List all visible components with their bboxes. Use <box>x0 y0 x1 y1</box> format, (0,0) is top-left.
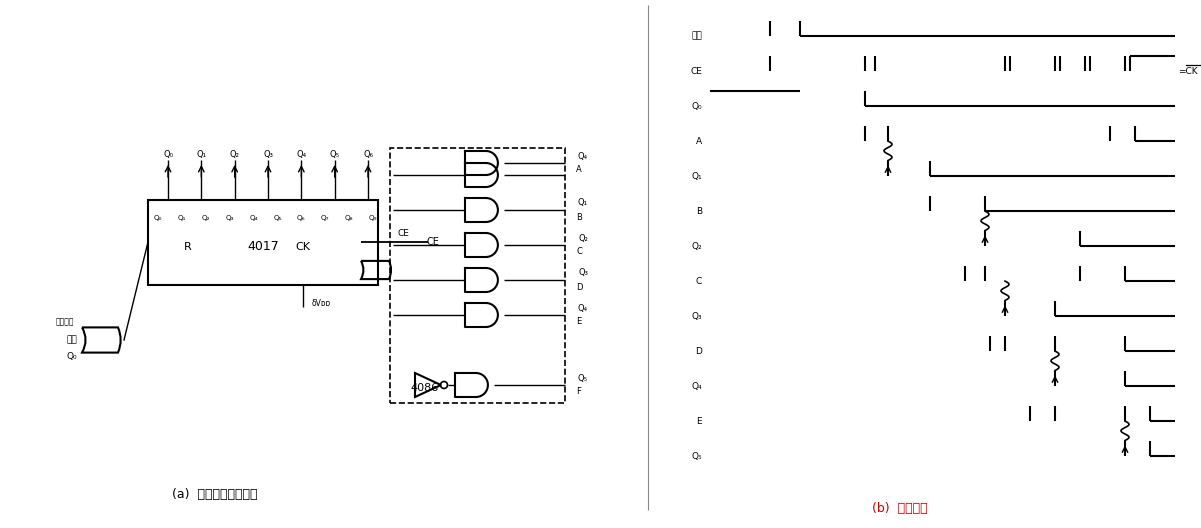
Text: =CK: =CK <box>1178 67 1197 76</box>
Text: F: F <box>576 388 581 397</box>
Text: CE: CE <box>398 230 408 239</box>
Text: Q₂: Q₂ <box>202 215 210 221</box>
Text: 4017: 4017 <box>247 240 279 253</box>
Text: A: A <box>576 165 581 174</box>
Text: Q₃: Q₃ <box>263 150 273 159</box>
Text: R: R <box>184 242 192 252</box>
Text: (a)  非同步计数器电路: (a) 非同步计数器电路 <box>172 488 258 502</box>
Text: Q₈: Q₈ <box>345 215 353 221</box>
Text: Q₀: Q₀ <box>67 352 77 361</box>
Bar <box>148 200 378 285</box>
Text: δVᴅᴅ: δVᴅᴅ <box>311 298 330 307</box>
Bar <box>390 148 564 403</box>
Text: Q₀: Q₀ <box>163 150 173 159</box>
Text: Q₂: Q₂ <box>229 150 240 159</box>
Text: Q₅: Q₅ <box>329 150 340 159</box>
Text: (b)  信号波形: (b) 信号波形 <box>872 502 928 514</box>
Text: Q₁: Q₁ <box>196 150 207 159</box>
Text: D: D <box>695 346 703 355</box>
Text: Q₃: Q₃ <box>578 269 588 278</box>
Text: Q₀: Q₀ <box>154 215 162 221</box>
Text: Q₄: Q₄ <box>692 382 703 391</box>
Text: Q₅: Q₅ <box>273 215 282 221</box>
Text: Q₆: Q₆ <box>363 150 374 159</box>
Text: Q₄: Q₄ <box>578 304 588 313</box>
Text: Q₅: Q₅ <box>692 451 703 460</box>
Text: CE: CE <box>426 237 440 247</box>
Text: D: D <box>575 282 582 291</box>
Text: A: A <box>695 137 703 146</box>
Text: E: E <box>576 317 581 326</box>
Text: 4086: 4086 <box>411 383 440 393</box>
Text: 起始: 起始 <box>66 335 77 344</box>
Text: Q₁: Q₁ <box>692 172 703 181</box>
Text: Q₄: Q₄ <box>297 150 306 159</box>
Text: Q₀: Q₀ <box>692 101 703 110</box>
Text: 起始: 起始 <box>692 32 703 41</box>
Text: Q₉: Q₉ <box>369 215 377 221</box>
Text: B: B <box>576 212 582 222</box>
Text: Q₄: Q₄ <box>578 152 588 161</box>
Text: C: C <box>695 277 703 286</box>
Text: Q₄: Q₄ <box>250 215 258 221</box>
Text: Q₁: Q₁ <box>578 199 588 208</box>
Text: Q₃: Q₃ <box>692 312 703 320</box>
Text: Q₇: Q₇ <box>321 215 329 221</box>
Text: Q₁: Q₁ <box>178 215 186 221</box>
Text: （预置）: （预置） <box>55 317 74 326</box>
Text: Q₆: Q₆ <box>297 215 305 221</box>
Text: C: C <box>576 248 582 257</box>
Text: Q₃: Q₃ <box>226 215 234 221</box>
Text: Q₂: Q₂ <box>578 233 588 242</box>
Text: B: B <box>695 206 703 215</box>
Text: E: E <box>697 417 703 426</box>
Text: Q₅: Q₅ <box>578 373 588 382</box>
Text: Q₂: Q₂ <box>692 242 703 251</box>
Text: CE: CE <box>691 67 703 76</box>
Text: CK: CK <box>295 242 311 252</box>
